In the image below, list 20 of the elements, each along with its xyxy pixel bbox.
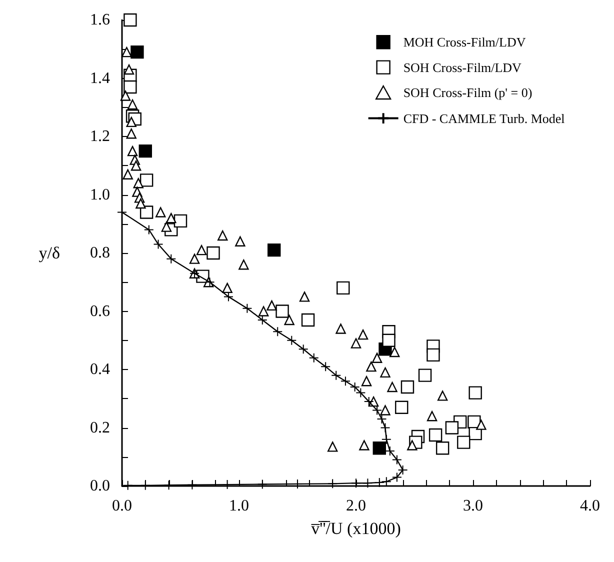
x-tick-label: 3.0 (463, 498, 483, 514)
y-tick-label: 1.0 (90, 186, 110, 204)
x-tick-label: 1.0 (229, 498, 249, 514)
y-tick-label: 0.0 (90, 478, 110, 494)
legend-label: CFD - CAMMLE Turb. Model (403, 110, 566, 126)
y-axis-title: y/δ (38, 244, 60, 262)
x-axis-title: v̅'̅'̅/U (x1000) (310, 519, 401, 538)
y-tick-label: 1.6 (90, 12, 110, 28)
legend-label: MOH Cross-Film/LDV (403, 34, 526, 50)
y-tick-label: 0.2 (90, 419, 110, 436)
y-tick-label: 1.2 (90, 128, 110, 145)
x-tick-label: 2.0 (346, 498, 366, 514)
x-tick-label: 4.0 (580, 498, 600, 514)
y-tick-label: 0.4 (90, 361, 110, 378)
x-tick-label: 0.0 (112, 498, 132, 514)
legend-label: SOH Cross-Film/LDV (403, 60, 522, 75)
y-tick-label: 0.8 (90, 244, 110, 262)
y-tick-label: 0.6 (90, 302, 110, 320)
legend-label: SOH Cross-Film (p' = 0) (403, 85, 532, 100)
y-tick-label: 1.4 (90, 70, 110, 87)
